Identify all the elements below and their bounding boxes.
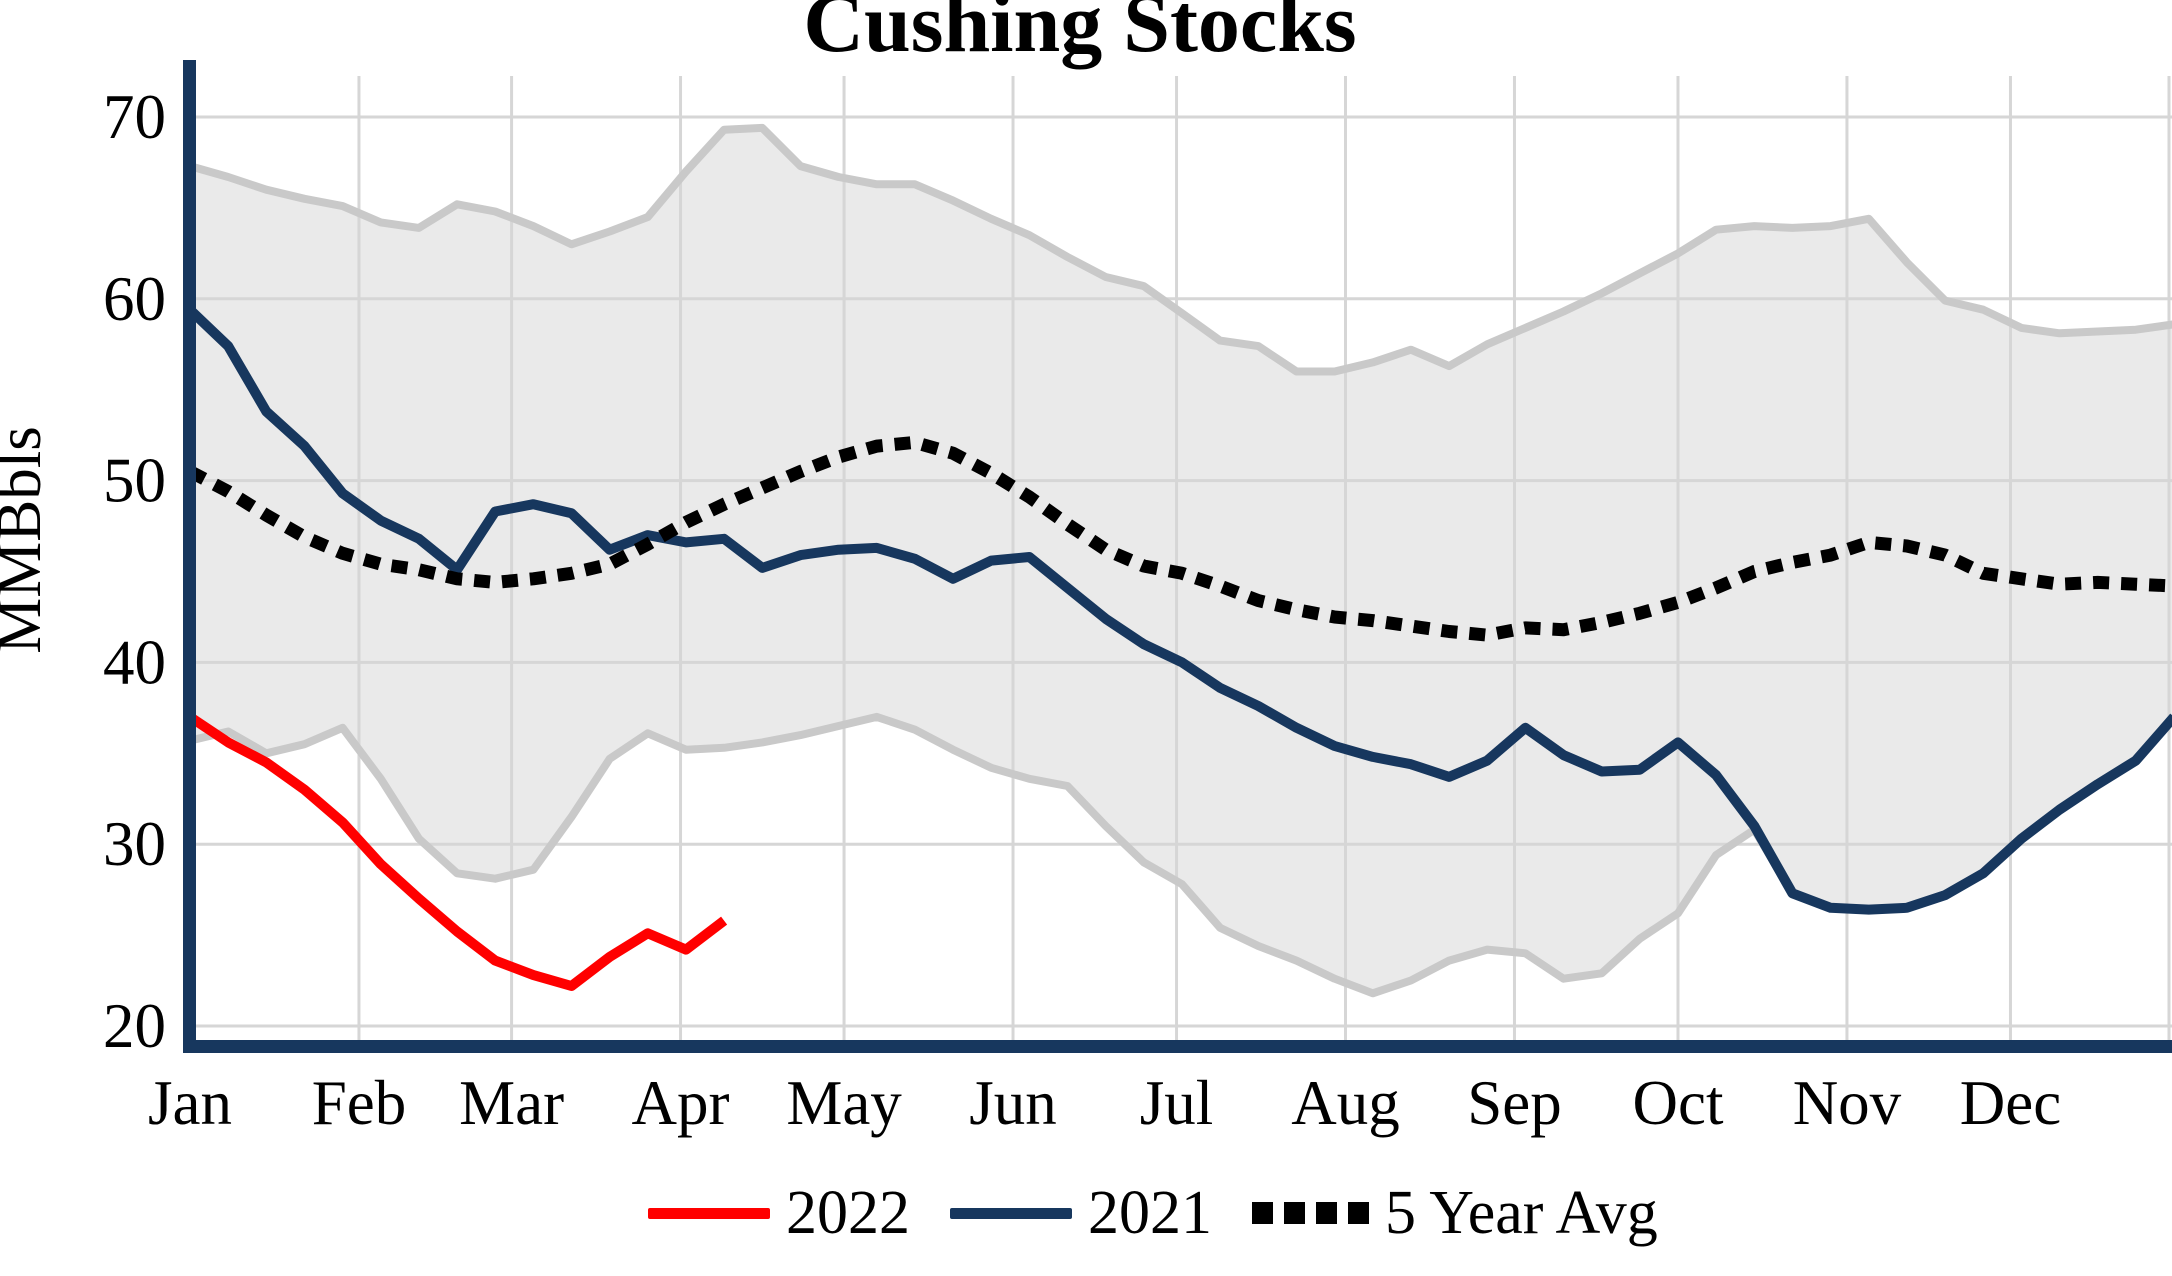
series-2021-swatch [950,1207,1072,1219]
series-2022-swatch [648,1207,770,1219]
x-tick-label: Oct [1633,1068,1724,1138]
x-tick-label: Nov [1793,1068,1902,1138]
x-tick-label: Jul [1140,1068,1214,1138]
x-tick-label: May [786,1068,902,1138]
y-tick-label: 30 [103,809,166,879]
dotted-swatch-dot [1252,1202,1273,1224]
y-tick-label: 50 [103,446,166,516]
series-2022-line [187,712,728,991]
x-axis-spine [183,1040,2172,1053]
series-2021-line [186,306,2172,915]
five-year-range-band [190,127,2172,994]
y-axis-spine [183,60,196,1053]
legend-item-2021: 2021 [950,1182,1212,1244]
x-tick-label: Aug [1291,1068,1400,1138]
y-axis-title: MMBbls [0,426,54,654]
legend-label-5yr-avg: 5 Year Avg [1385,1179,1658,1247]
x-tick-label: Feb [312,1068,407,1138]
dotted-swatch-dot [1348,1202,1369,1224]
five-year-avg-swatch [1252,1202,1369,1224]
dotted-swatch-dot [1316,1202,1337,1224]
legend-label-2022: 2022 [786,1179,910,1247]
y-tick-label: 60 [103,264,166,334]
dotted-swatch-dot [1284,1202,1305,1224]
legend-item-2022: 2022 [648,1182,910,1244]
chart-title: Cushing Stocks [803,0,1357,70]
y-tick-label: 70 [103,82,166,152]
y-tick-label: 40 [103,627,166,697]
legend: 2022 2021 5 Year Avg [648,1178,1658,1248]
x-tick-label: Apr [632,1068,730,1138]
x-tick-label: Jun [969,1068,1057,1138]
x-tick-label: Jan [148,1068,232,1138]
five-year-range-upper-edge [188,123,2172,376]
x-tick-label: Dec [1960,1068,2061,1138]
series-5-year-avg-line [186,435,2172,642]
x-tick-label: Sep [1467,1068,1562,1138]
x-tick-label: Mar [459,1068,564,1138]
legend-item-5yr-avg: 5 Year Avg [1252,1182,1658,1244]
legend-label-2021: 2021 [1088,1179,1212,1247]
y-tick-label: 20 [103,991,166,1061]
